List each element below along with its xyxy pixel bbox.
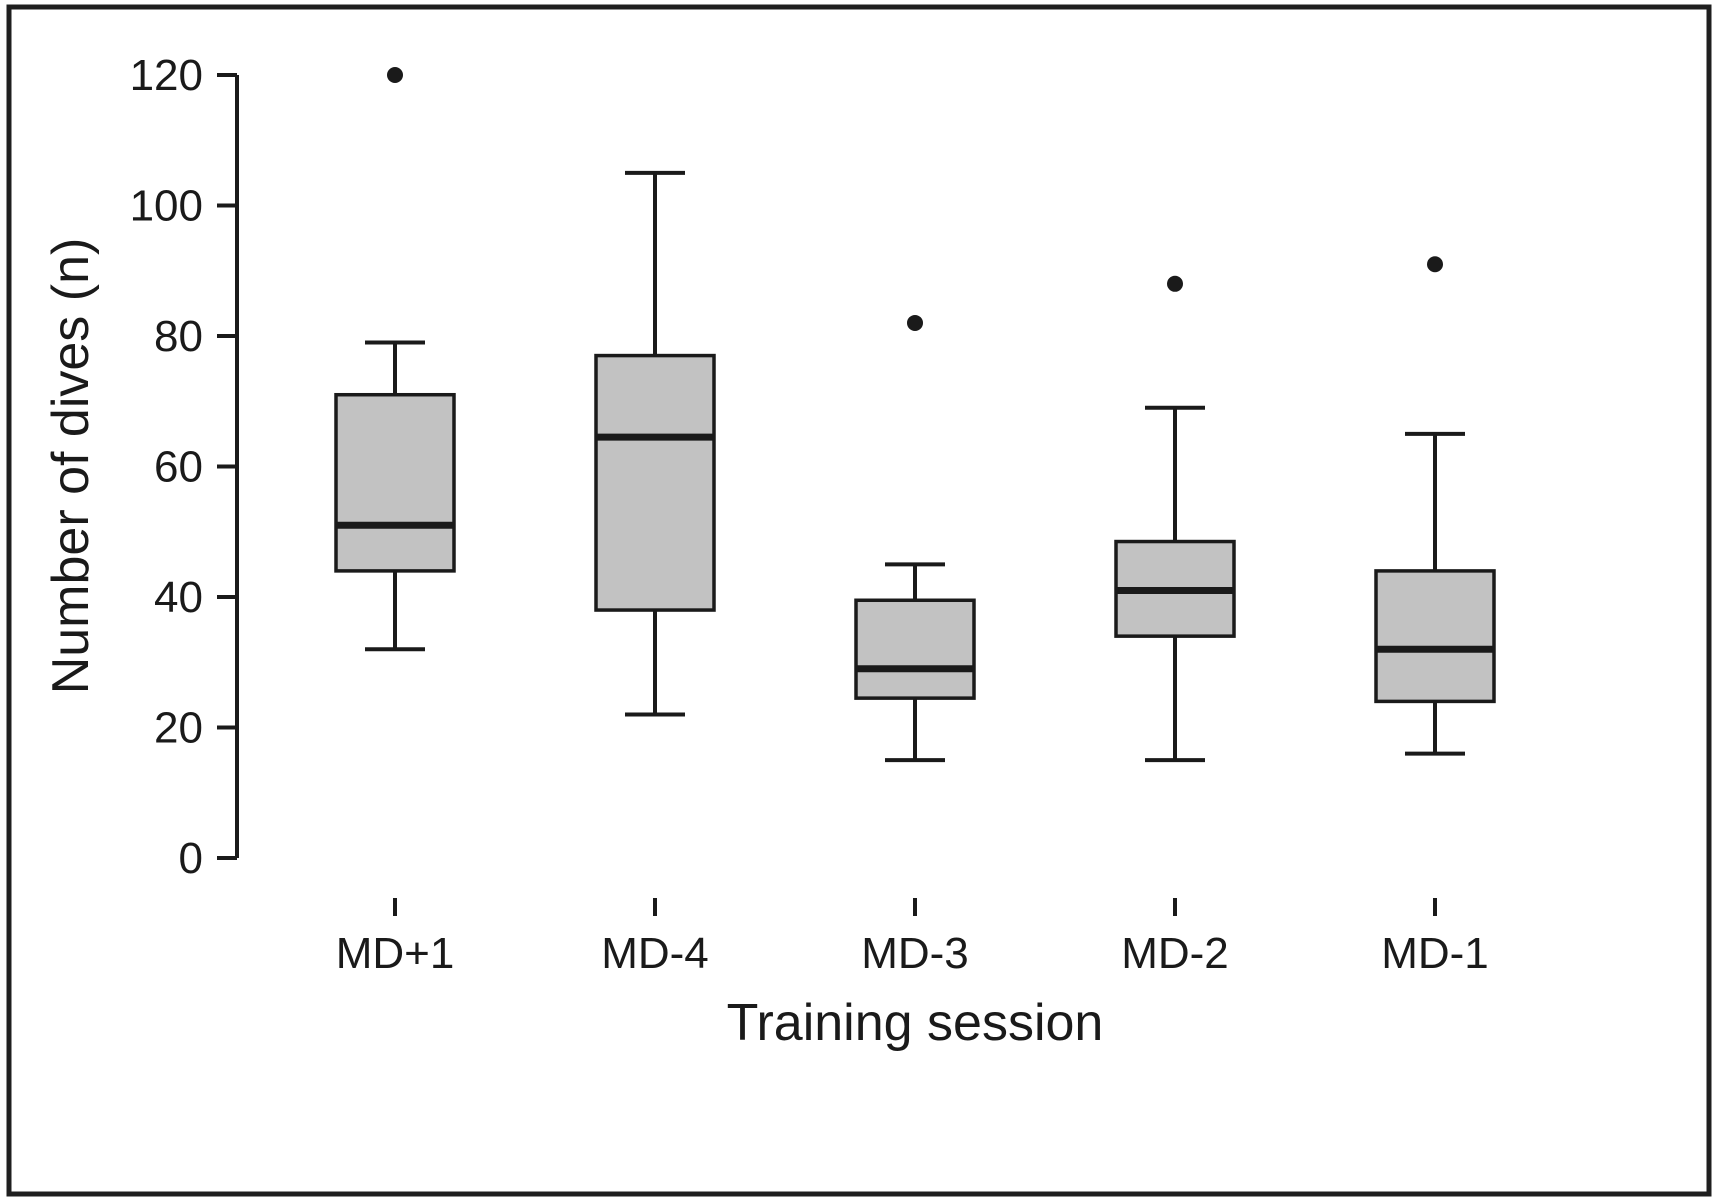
box-group-MD-4: [594, 170, 716, 717]
x-tick-label: MD-3: [861, 929, 969, 978]
x-tick-label: MD+1: [336, 929, 455, 978]
figure-border: [6, 4, 1712, 1197]
y-axis-title: Number of dives (n): [42, 238, 100, 695]
y-tick-label: 20: [154, 704, 203, 753]
outlier-point: [1167, 275, 1183, 292]
y-tick-label: 40: [154, 573, 203, 622]
x-tick-label: MD-4: [601, 929, 709, 978]
box-group-MD-2: [1114, 275, 1236, 763]
outlier-point: [1427, 256, 1443, 273]
iqr-box: [594, 353, 716, 612]
y-tick-label: 100: [130, 182, 203, 231]
box-group-MD-1: [1374, 256, 1496, 756]
x-tick-label: MD-1: [1381, 929, 1489, 978]
y-tick-label: 80: [154, 312, 203, 361]
y-tick-label: 0: [179, 834, 203, 883]
x-tick-label: MD-2: [1121, 929, 1229, 978]
iqr-box: [334, 392, 456, 573]
y-tick-label: 60: [154, 443, 203, 492]
outlier-point: [907, 314, 923, 331]
x-axis-title: Training session: [727, 994, 1104, 1052]
y-tick-label: 120: [130, 51, 203, 100]
box-group-MD+1: [334, 67, 456, 652]
outlier-point: [387, 67, 403, 83]
iqr-box: [854, 598, 976, 700]
box-group-MD-3: [854, 314, 976, 763]
iqr-box: [1374, 569, 1496, 704]
plot-area: 0 20 40 60 80 100 120 MD+1 MD-4 MD-3 MD-2 MD-1: [130, 51, 1496, 978]
